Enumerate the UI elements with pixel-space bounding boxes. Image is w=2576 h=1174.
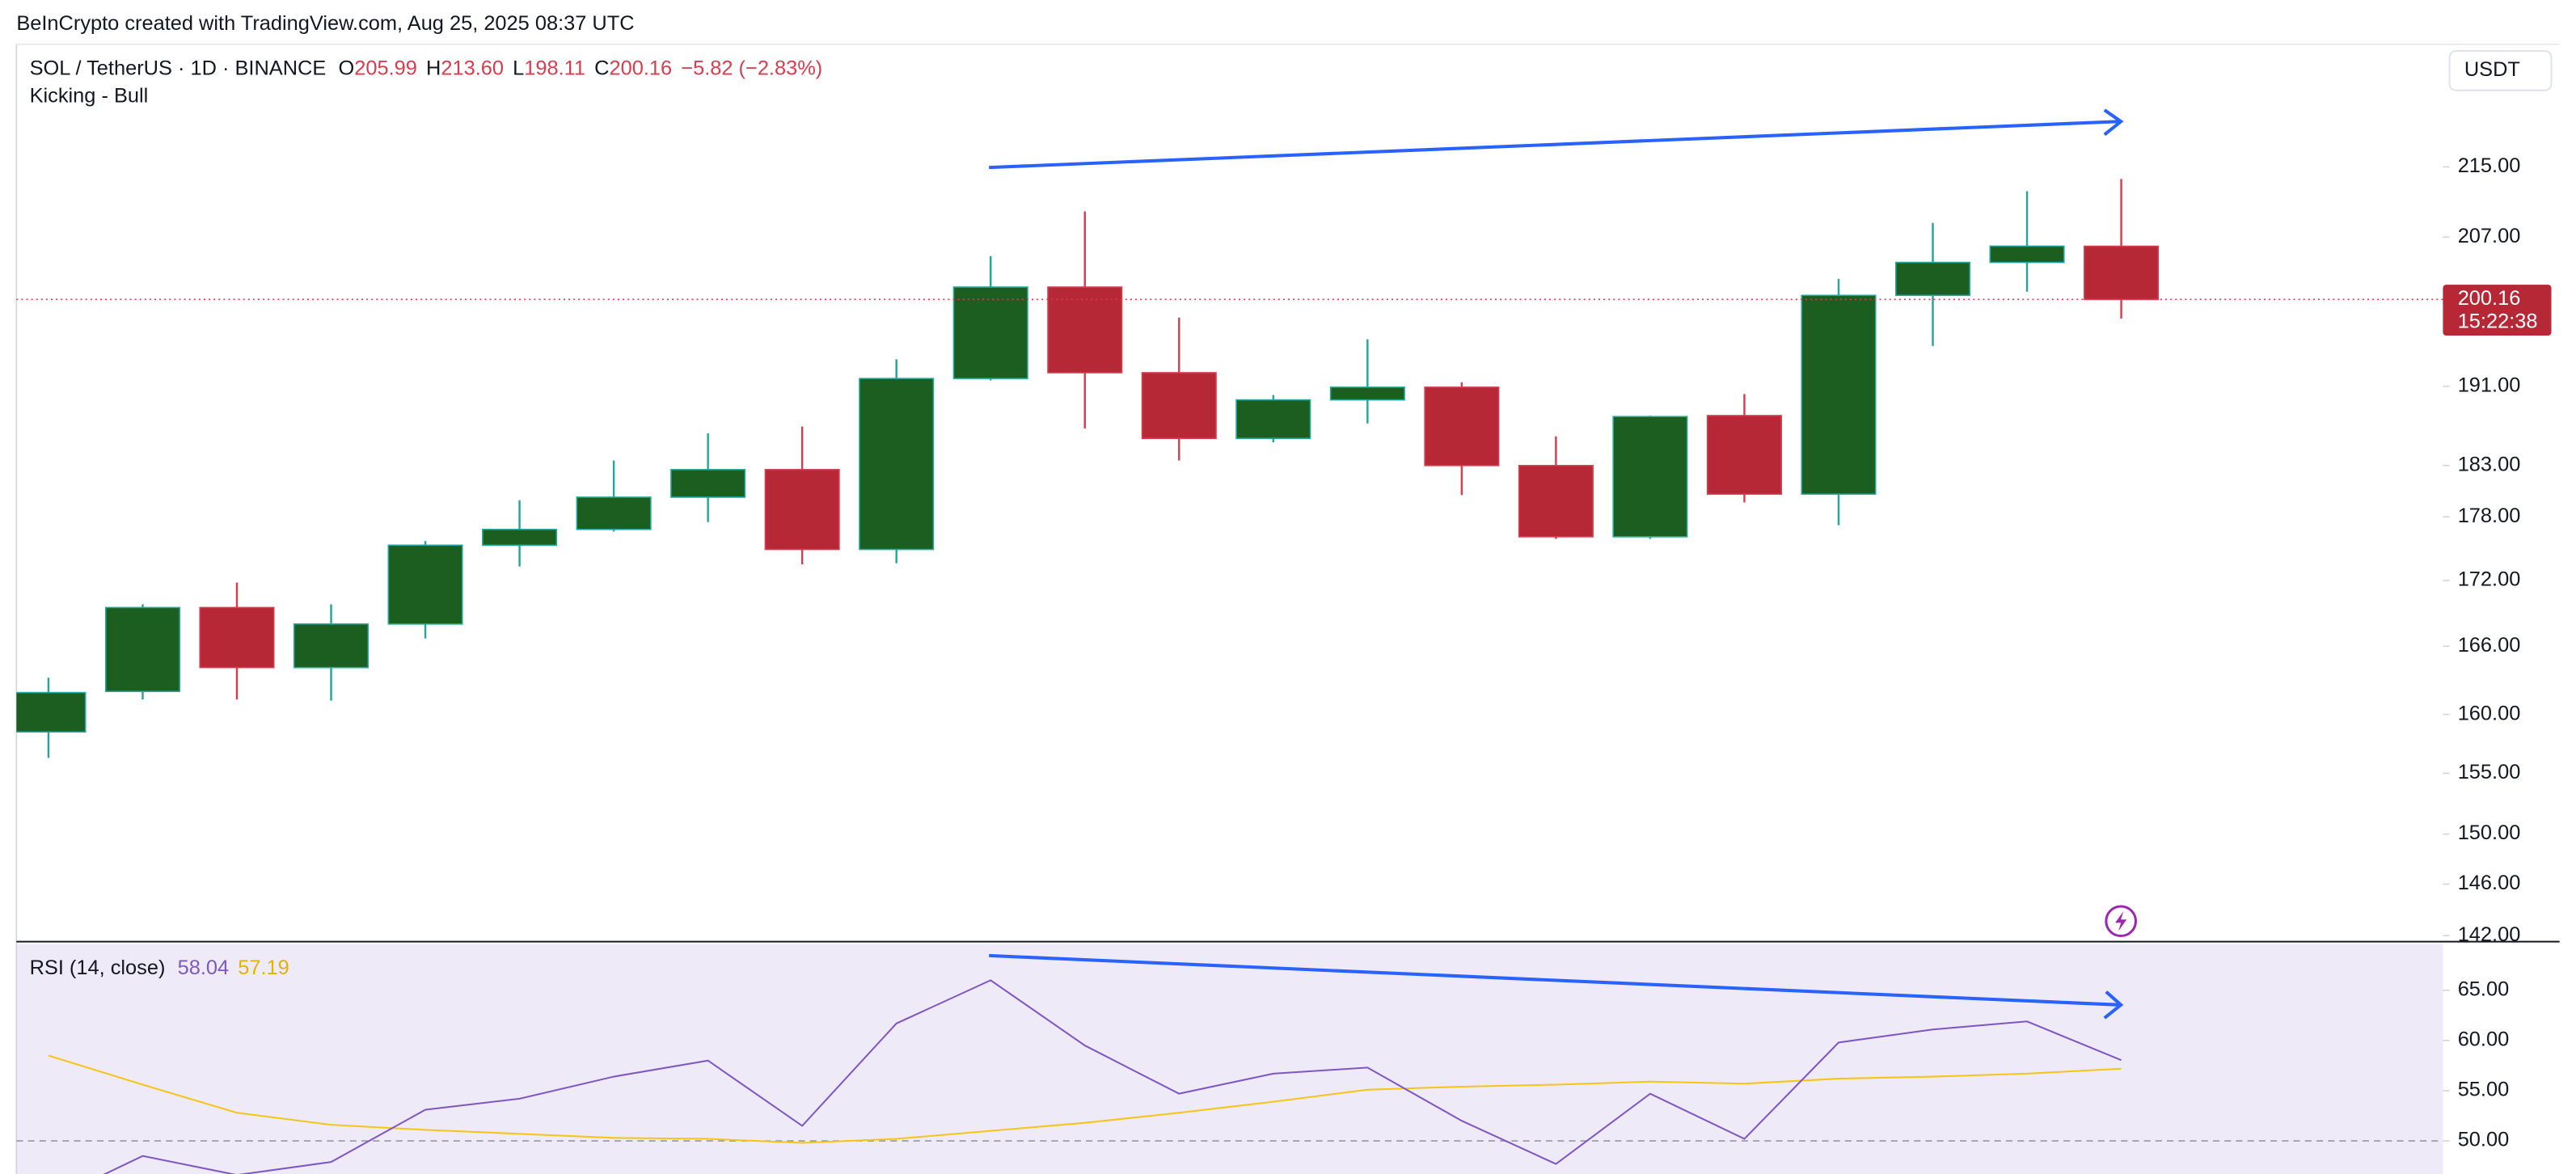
y-tick-label: 207.00 bbox=[2458, 225, 2521, 247]
ohlc-value: 200.16 bbox=[609, 57, 672, 79]
price-trend-line bbox=[989, 120, 2120, 170]
candle-body bbox=[1141, 372, 1217, 440]
candle-body bbox=[859, 378, 935, 551]
candle-body bbox=[104, 606, 180, 692]
candle-body bbox=[199, 606, 275, 669]
ohlc-key: L bbox=[513, 57, 524, 79]
candle-body bbox=[1424, 386, 1500, 467]
y-tick-label: 150.00 bbox=[2458, 821, 2521, 844]
series-line bbox=[48, 1054, 2122, 1144]
candle-body bbox=[1047, 286, 1123, 374]
credit: BeInCrypto created with TradingView.com,… bbox=[16, 12, 634, 35]
lines bbox=[48, 979, 2122, 1174]
y-tick-label: 215.00 bbox=[2458, 154, 2521, 177]
y-tick-label: 166.00 bbox=[2458, 634, 2521, 657]
y-tick-label: 142.00 bbox=[2458, 923, 2521, 946]
candle-body bbox=[1801, 294, 1877, 495]
y-tick-label: 183.00 bbox=[2458, 453, 2521, 475]
candle-body bbox=[1612, 416, 1688, 538]
ohlc-value: 205.99 bbox=[354, 57, 417, 79]
series-line bbox=[103, 979, 2122, 1174]
rsi-value: 58.04 bbox=[178, 957, 230, 979]
last-price-label: 200.16 bbox=[2458, 287, 2521, 310]
y-tick-label: 50.00 bbox=[2458, 1129, 2510, 1151]
countdown: 15:22:38 bbox=[2458, 310, 2538, 332]
rsi-background bbox=[16, 944, 2443, 1174]
candle-body bbox=[952, 286, 1028, 379]
candle-body bbox=[1518, 464, 1594, 538]
candle-body bbox=[1894, 261, 1971, 297]
currency-button[interactable] bbox=[2448, 49, 2553, 91]
y-tick-label: 146.00 bbox=[2458, 872, 2521, 894]
candle-body bbox=[1329, 386, 1405, 401]
candle-body bbox=[16, 691, 87, 733]
change: −5.82 (−2.83%) bbox=[681, 57, 822, 79]
indicator-label: Kicking - Bull bbox=[30, 85, 149, 108]
ohlc-key: O bbox=[339, 57, 355, 79]
candle-body bbox=[670, 468, 746, 498]
rsi-legend: RSI (14, close) 58.04 57.19 bbox=[30, 957, 289, 979]
symbol: SOL / TetherUS · 1D · BINANCE bbox=[30, 57, 327, 79]
candles bbox=[16, 179, 2160, 758]
ohlc-value: 198.11 bbox=[524, 57, 585, 79]
symbol-legend: SOL / TetherUS · 1D · BINANCE O205.99 H2… bbox=[30, 57, 823, 79]
candle-body bbox=[293, 623, 370, 669]
candle-body bbox=[1989, 245, 2065, 264]
y-tick-label: 155.00 bbox=[2458, 761, 2521, 783]
ohlc-key: C bbox=[594, 57, 609, 79]
candle-body bbox=[387, 544, 463, 625]
candle-body bbox=[1235, 399, 1311, 440]
y-tick-label: 60.00 bbox=[2458, 1028, 2510, 1051]
candle-body bbox=[764, 468, 840, 551]
bolt[interactable] bbox=[2115, 911, 2127, 931]
candle-body bbox=[2084, 245, 2160, 301]
trend-lines bbox=[989, 108, 2124, 1020]
y-tick-label: 160.00 bbox=[2458, 702, 2521, 724]
ohlc-key: H bbox=[426, 57, 441, 79]
ohlc-value: 213.60 bbox=[441, 57, 504, 79]
y-tick-label: 178.00 bbox=[2458, 505, 2521, 527]
candle-body bbox=[482, 528, 558, 547]
arrow-head bbox=[2103, 990, 2124, 1020]
y-tick-label: 55.00 bbox=[2458, 1079, 2510, 1101]
last-price-tag bbox=[2443, 285, 2552, 336]
arrow-head bbox=[2103, 108, 2124, 137]
rsi-title: RSI (14, close) bbox=[30, 957, 166, 979]
rsi-ma-value: 57.19 bbox=[238, 957, 289, 979]
y-tick-label: 191.00 bbox=[2458, 374, 2521, 396]
rsi-trend-line bbox=[989, 953, 2120, 1007]
candle-body bbox=[1706, 415, 1782, 495]
y-tick-label: 172.00 bbox=[2458, 568, 2521, 591]
currency[interactable]: USDT bbox=[2464, 58, 2520, 81]
event-icon[interactable] bbox=[2105, 905, 2137, 938]
candle-body bbox=[576, 496, 652, 530]
y-tick-label: 65.00 bbox=[2458, 978, 2510, 1001]
